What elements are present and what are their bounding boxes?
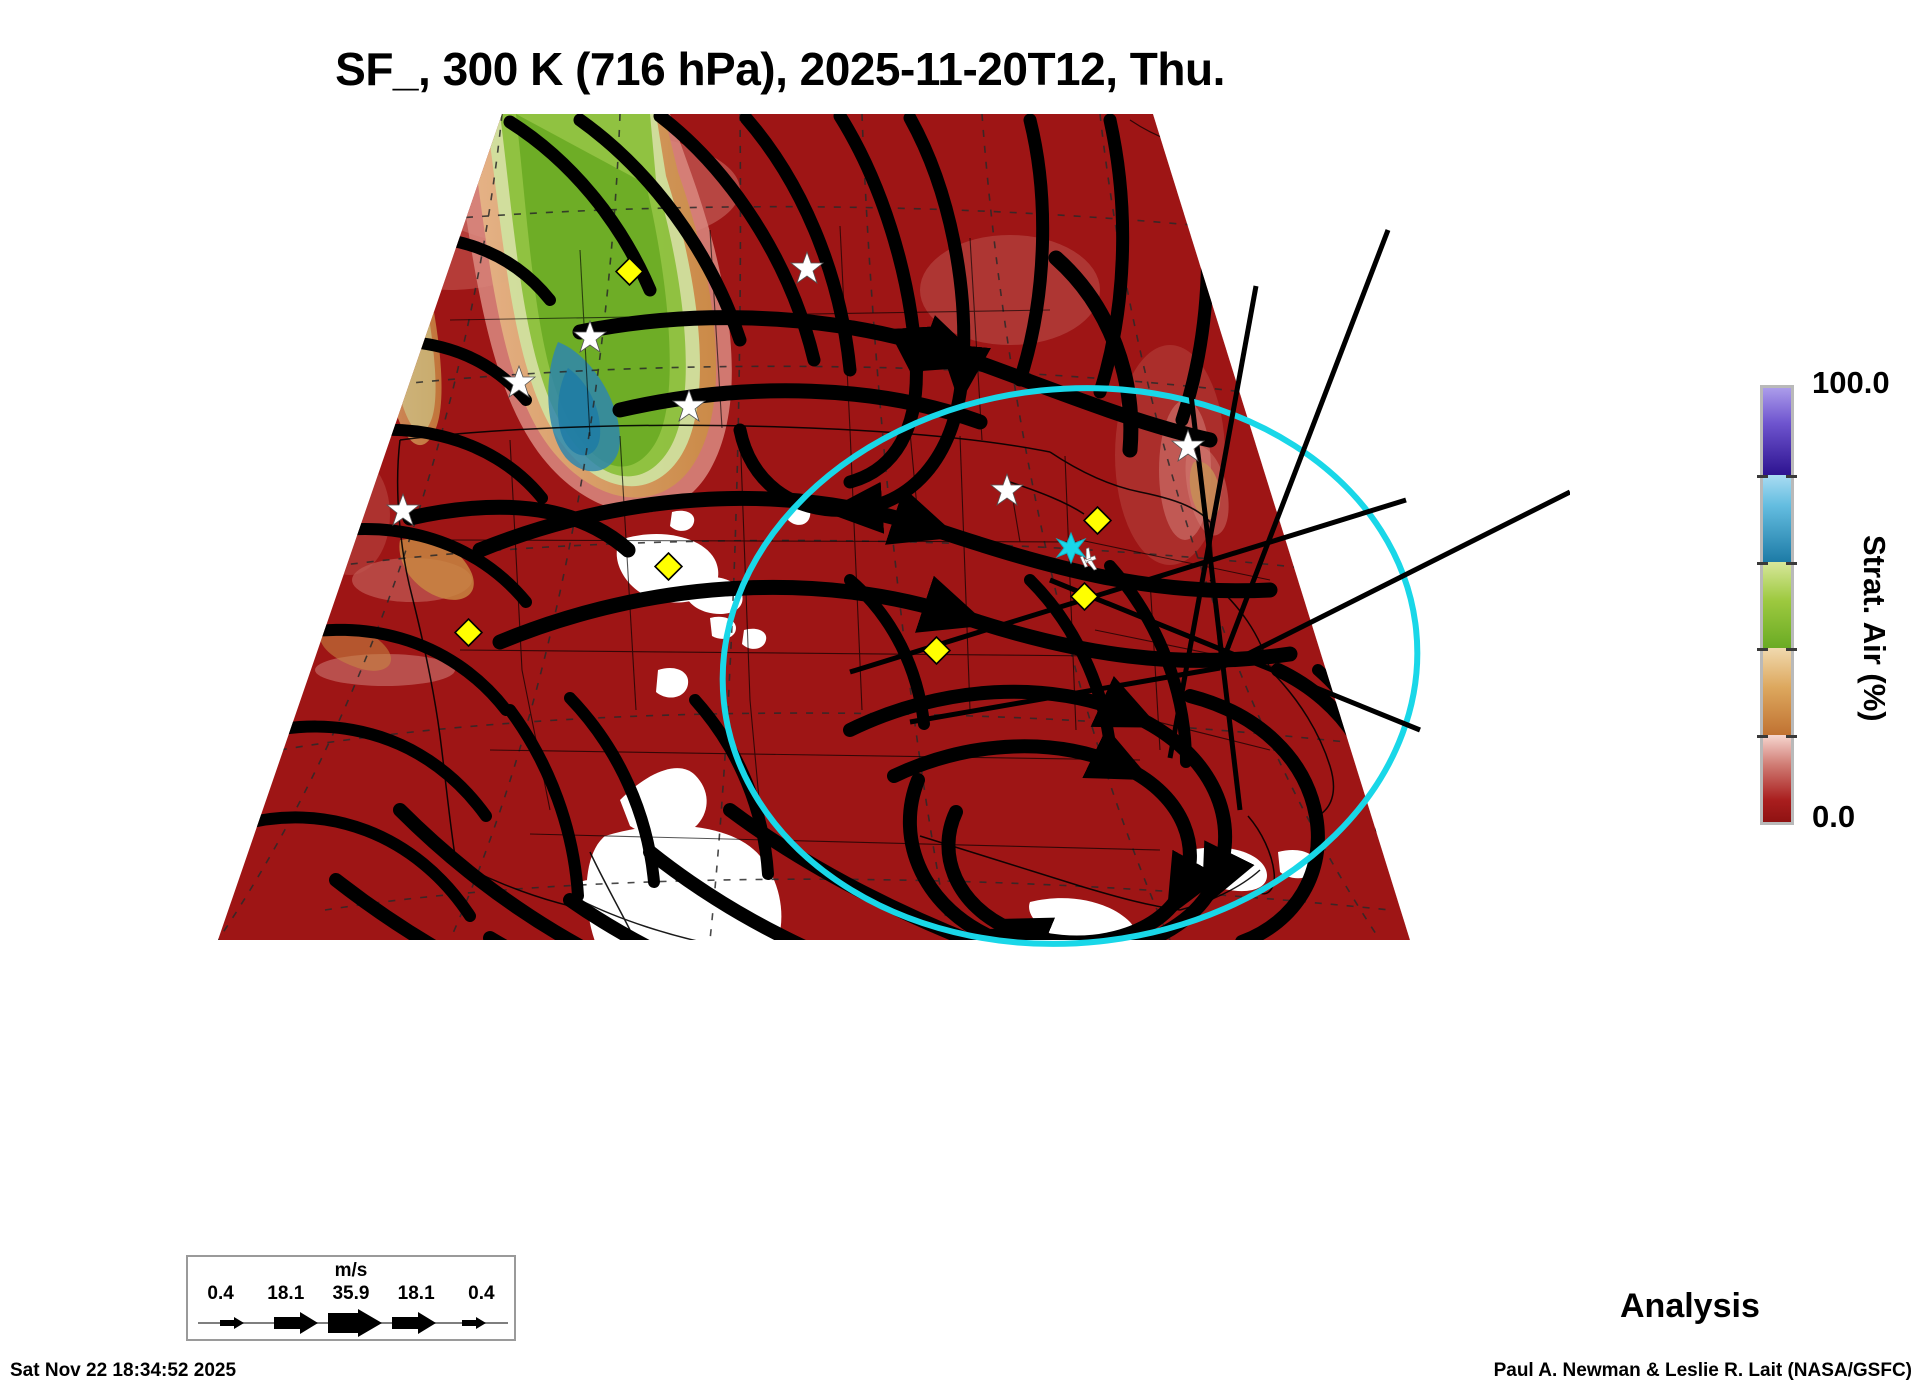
colorbar-tick [1757, 735, 1768, 739]
mission-base-marker[interactable] [1055, 531, 1087, 565]
station-star [385, 492, 421, 527]
wind-value: 18.1 [267, 1283, 305, 1304]
colorbar-tick [1786, 735, 1797, 739]
colorbar-segment-blue [1763, 474, 1791, 562]
site-diamond [653, 551, 684, 582]
wind-arrow-scale [198, 1309, 508, 1337]
author-credit: Paul A. Newman & Leslie R. Lait (NASA/GS… [1493, 1360, 1912, 1381]
site-diamond [1082, 505, 1113, 536]
wind-value-labels: 0.4 18.1 35.9 18.1 0.4 [188, 1283, 514, 1305]
site-markers[interactable] [453, 256, 1113, 666]
wind-value: 18.1 [397, 1283, 435, 1304]
colorbar-min-label: 0.0 [1812, 799, 1856, 834]
wind-scale-legend: m/s 0.4 18.1 35.9 18.1 0.4 [186, 1255, 516, 1341]
wind-value: 0.4 [468, 1283, 495, 1304]
site-diamond [614, 256, 645, 287]
colorbar-tick [1786, 648, 1797, 652]
generation-timestamp: Sat Nov 22 18:34:52 2025 [10, 1360, 237, 1381]
map-canvas[interactable] [150, 110, 1570, 1020]
colorbar-max-label: 100.0 [1812, 365, 1890, 400]
colorbar-tick [1786, 474, 1797, 478]
station-star [1170, 428, 1206, 463]
colorbar-tick [1757, 561, 1768, 565]
site-diamond [921, 635, 952, 666]
site-diamond [1069, 581, 1100, 612]
colorbar-segment-red [1763, 735, 1791, 822]
colorbar-segment-tan [1763, 648, 1791, 736]
site-diamond [453, 617, 484, 648]
colorbar-segment-green [1763, 561, 1791, 649]
flight-radius-circle [719, 385, 1421, 947]
colorbar-segment-purple [1763, 388, 1791, 475]
colorbar-tick [1757, 648, 1768, 652]
colorbar-axis-label: Strat. Air (%) [1857, 535, 1892, 722]
aircraft-icon[interactable] [1078, 547, 1099, 573]
colorbar: 100.0 0.0 Strat. Air (%) [1757, 365, 1926, 834]
page-title: SF_, 300 K (716 hPa), 2025-11-20T12, Thu… [335, 43, 1225, 95]
station-star [572, 319, 608, 354]
map-panel[interactable] [150, 110, 1570, 1020]
station-star [789, 250, 825, 285]
station-star [501, 364, 537, 399]
colorbar-tick [1757, 474, 1768, 478]
wind-value: 0.4 [207, 1283, 234, 1304]
station-markers[interactable] [385, 250, 1206, 527]
colorbar-tick [1786, 561, 1797, 565]
flight-tracks [849, 229, 1570, 811]
analysis-label: Analysis [1620, 1287, 1760, 1325]
colorbar-gradient [1757, 385, 1797, 825]
wind-value: 35.9 [332, 1283, 370, 1304]
station-star [989, 472, 1025, 507]
wind-unit-label: m/s [334, 1260, 368, 1281]
station-star [671, 388, 707, 423]
